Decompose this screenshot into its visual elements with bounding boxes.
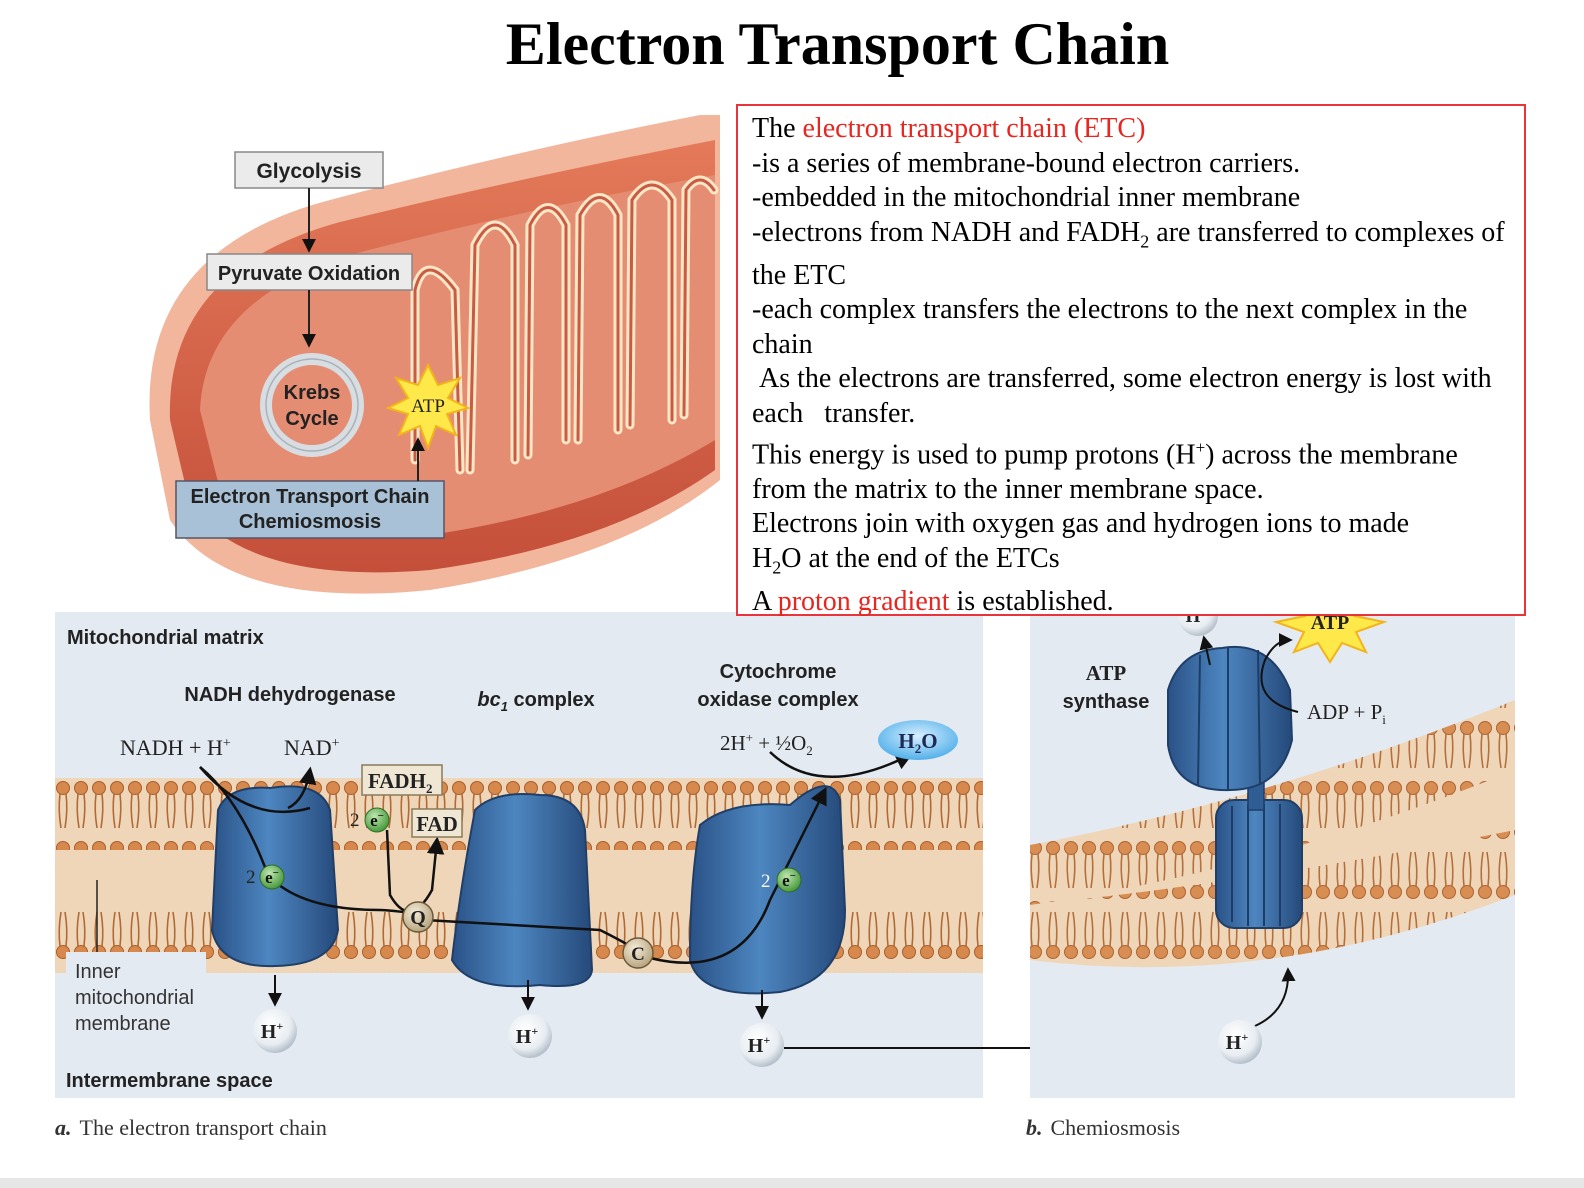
electron-symbol-2: e− — [370, 810, 384, 830]
panel-a: Mitochondrial matrix Intermembrane space… — [55, 612, 983, 1140]
fad-label: FAD — [416, 812, 458, 836]
info-line-7: Electrons join with oxygen gas and hydro… — [752, 508, 1410, 540]
info-line-9: A proton gradient is established. — [752, 586, 1114, 618]
overview-atp-label: ATP — [411, 396, 445, 417]
inner-membrane-label-2: mitochondrial — [75, 987, 194, 1009]
synthase-label-2: synthase — [1063, 691, 1150, 713]
bc1-complex — [450, 793, 594, 988]
adp-label: ADP + Pi — [1307, 700, 1386, 727]
proton-label-b-bottom: H+ — [1226, 1030, 1249, 1054]
nadh-label: NADH + H+ — [120, 735, 231, 760]
complex1-label: NADH dehydrogenase — [184, 684, 395, 706]
matrix-label: Mitochondrial matrix — [67, 627, 264, 649]
water-icon — [878, 720, 958, 760]
proton-icon — [1218, 1020, 1262, 1064]
etc-info-box: The electron transport chain (ETC) -is a… — [736, 104, 1526, 617]
electron-count-2: 2 — [350, 810, 360, 831]
proton-icon — [253, 1009, 297, 1053]
info-line-3: -electrons from NADH and FADH2 are trans… — [752, 216, 1505, 291]
fadh2-label: FADH2 — [368, 769, 432, 796]
electron-icon — [776, 867, 802, 893]
nad-label: NAD+ — [284, 735, 340, 760]
electron-count-1: 2 — [246, 867, 256, 888]
proton-label-2: H+ — [516, 1024, 539, 1048]
cycle-label: Cycle — [285, 408, 338, 430]
panel-a-caption: a. The electron transport chain — [55, 1115, 327, 1140]
inner-membrane-label-3: membrane — [75, 1013, 171, 1035]
proton-gradient-highlight: proton gradient — [777, 586, 950, 618]
c-label: C — [631, 944, 645, 965]
intermembrane-label: Intermembrane space — [66, 1070, 273, 1092]
proton-label-1: H+ — [261, 1019, 284, 1043]
complex2-label: bc1 complex — [477, 689, 594, 714]
info-line-8: H2O at the end of the ETCs — [752, 542, 1060, 578]
panel-b-caption: b. Chemiosmosis — [1026, 1115, 1180, 1140]
info-line-5: As the electrons are transferred, some e… — [752, 363, 1499, 429]
q-label: Q — [410, 907, 426, 929]
inner-membrane-label-1: Inner — [75, 961, 121, 983]
proton-label-3: H+ — [748, 1033, 771, 1057]
proton-icon — [508, 1014, 552, 1058]
etc-box-label: Electron Transport Chain — [191, 486, 430, 508]
pyruvate-label: Pyruvate Oxidation — [218, 263, 400, 285]
ubiquinone-q-icon — [402, 901, 434, 933]
electron-symbol-3: e− — [782, 870, 796, 890]
info-line-2: -embedded in the mitochondrial inner mem… — [752, 182, 1301, 213]
glycolysis-label: Glycolysis — [256, 160, 361, 183]
info-intro: The electron transport chain (ETC) — [752, 113, 1146, 144]
page-title: Electron Transport Chain — [505, 11, 1170, 77]
info-line-4: -each complex transfers the electrons to… — [752, 294, 1468, 360]
electron-icon — [364, 807, 390, 833]
info-line-6: This energy is used to pump protons (H+)… — [752, 438, 1458, 505]
bottom-border — [0, 1178, 1584, 1188]
atp-burst-icon — [385, 362, 471, 451]
etc-box — [175, 480, 445, 539]
electron-icon — [259, 864, 285, 890]
water-label: H2O — [898, 729, 937, 756]
cytochrome-oxidase-complex — [688, 785, 847, 995]
electron-count-3: 2 — [761, 871, 771, 892]
panel-b: ATP synthase H+ ATP ADP + Pi H+ b.Chemio… — [1026, 583, 1515, 1140]
overview-flow: Glycolysis Pyruvate Oxidation Krebs Cycl… — [175, 151, 471, 539]
glycolysis-box — [234, 151, 384, 189]
electron-symbol-1: e− — [265, 867, 279, 887]
chemiosmosis-box-label: Chemiosmosis — [239, 511, 381, 533]
krebs-label: Krebs — [284, 382, 341, 404]
proton-icon — [740, 1023, 784, 1067]
oxygen-label: 2H+ + ½O2 — [720, 730, 813, 758]
info-line-1: -is a series of membrane-bound electron … — [752, 147, 1301, 179]
cytochrome-c-icon — [622, 937, 654, 969]
complex3-label-1: Cytochrome — [720, 661, 837, 683]
complex3-label-2: oxidase complex — [697, 689, 858, 711]
synthase-atp-label: ATP — [1311, 612, 1350, 634]
etc-highlight: electron transport chain (ETC) — [802, 113, 1146, 144]
synthase-label-1: ATP — [1086, 661, 1127, 685]
